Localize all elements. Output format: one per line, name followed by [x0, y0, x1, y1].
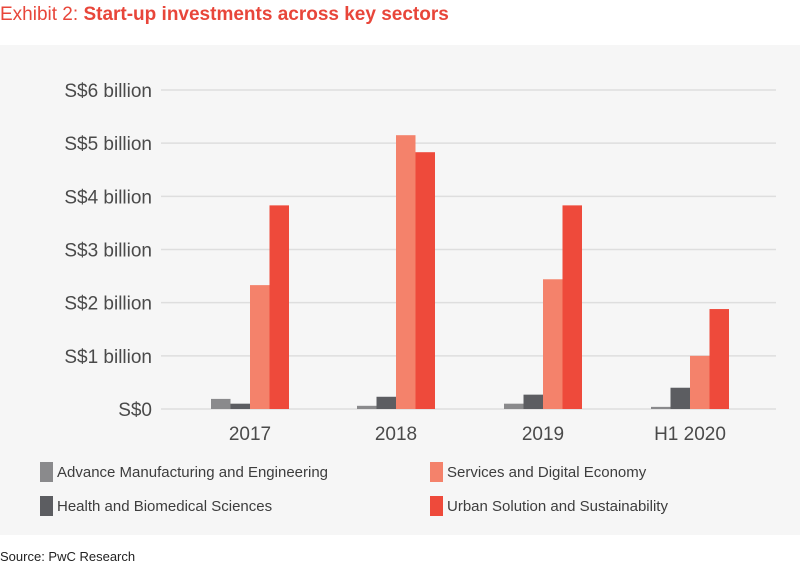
y-tick-label: S$0 [118, 400, 152, 421]
bar-chart: S$0 S$1 billion S$2 billion S$3 billion S$4 … [64, 81, 776, 445]
title-prefix: Exhibit 2: [0, 4, 84, 25]
bar-health-and-biomedical-sciences-2017 [230, 403, 250, 409]
bar-advance-manufacturing-and-engineering-2019 [504, 403, 524, 409]
bar-urban-solution-and-sustainability-2017 [269, 205, 289, 409]
legend-item-services-digital: Services and Digital Economy [430, 462, 646, 482]
bar-services-and-digital-economy-2017 [250, 285, 270, 409]
x-tick-label: 2019 [522, 424, 564, 445]
legend-swatch [430, 496, 443, 516]
bar-services-and-digital-economy-2018 [396, 135, 416, 410]
bar-services-and-digital-economy-2019 [543, 279, 563, 409]
legend-swatch [40, 496, 53, 516]
bars [211, 135, 729, 410]
y-tick-label: S$1 billion [64, 347, 152, 368]
y-tick-label: S$2 billion [64, 294, 152, 315]
legend-item-advance-manufacturing: Advance Manufacturing and Engineering [40, 462, 328, 482]
legend-label: Advance Manufacturing and Engineering [57, 463, 329, 481]
source-note: Source: PwC Research [0, 549, 136, 564]
y-tick-label: S$3 billion [64, 241, 152, 262]
y-tick-label: S$6 billion [64, 81, 152, 102]
x-tick-label: H1 2020 [654, 424, 726, 445]
y-tick-label: S$4 billion [64, 187, 152, 208]
title-main: Start-up investments across key sectors [83, 4, 449, 25]
x-tick-label: 2017 [229, 424, 271, 445]
bar-advance-manufacturing-and-engineering-h1-2020 [651, 406, 671, 409]
legend-label: Urban Solution and Sustainability [447, 497, 668, 515]
bar-urban-solution-and-sustainability-2019 [562, 205, 582, 409]
bar-urban-solution-and-sustainability-2018 [415, 152, 435, 409]
legend-label: Health and Biomedical Sciences [57, 497, 273, 515]
legend-swatch [40, 462, 53, 482]
legend-item-health-biomedical: Health and Biomedical Sciences [40, 496, 272, 516]
bar-health-and-biomedical-sciences-2018 [376, 396, 396, 409]
legend-item-urban-solution: Urban Solution and Sustainability [430, 496, 668, 516]
x-tick-label: 2018 [375, 424, 417, 445]
y-axis-labels: S$0 S$1 billion S$2 billion S$3 billion S$4 … [64, 81, 152, 421]
legend-swatch [430, 462, 443, 482]
legend-label: Services and Digital Economy [447, 463, 647, 481]
x-axis-labels: 2017 2018 2019 H1 2020 [229, 424, 726, 445]
bar-advance-manufacturing-and-engineering-2018 [357, 405, 377, 409]
bar-health-and-biomedical-sciences-2019 [523, 394, 543, 409]
bar-advance-manufacturing-and-engineering-2017 [211, 398, 231, 409]
chart-title: Exhibit 2: Start-up investments across k… [0, 4, 449, 26]
bar-services-and-digital-economy-h1-2020 [690, 355, 710, 409]
y-tick-label: S$5 billion [64, 134, 152, 155]
bar-urban-solution-and-sustainability-h1-2020 [709, 309, 729, 409]
bar-health-and-biomedical-sciences-h1-2020 [670, 387, 690, 409]
